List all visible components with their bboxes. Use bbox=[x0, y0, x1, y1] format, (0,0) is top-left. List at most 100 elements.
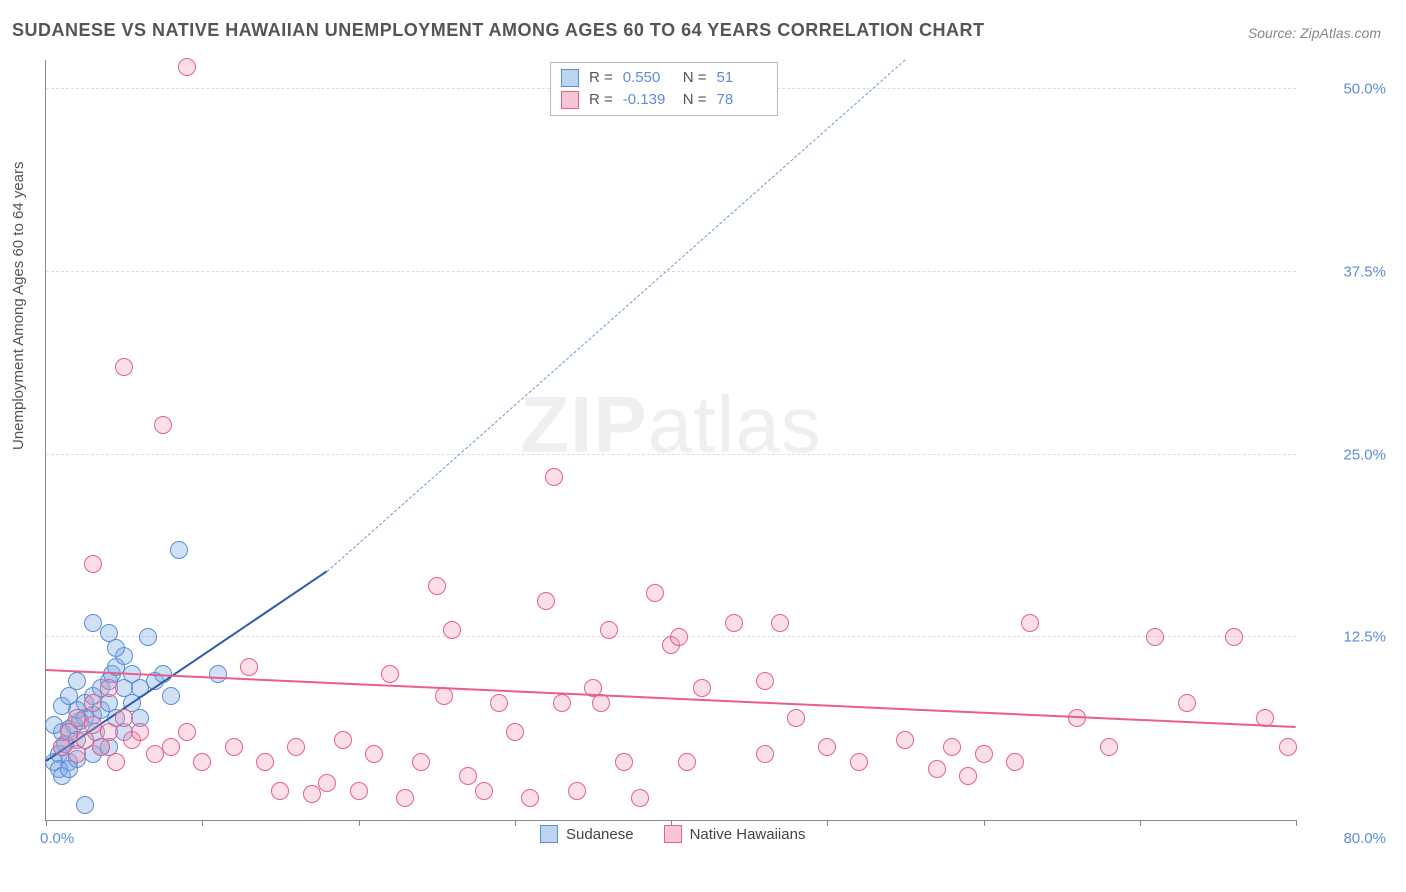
n-value-hawaiian: 78 bbox=[717, 89, 767, 111]
legend-label-hawaiian: Native Hawaiians bbox=[690, 826, 806, 843]
data-point bbox=[131, 723, 149, 741]
legend-label-sudanese: Sudanese bbox=[566, 826, 634, 843]
data-point bbox=[84, 555, 102, 573]
y-tick-label: 37.5% bbox=[1343, 263, 1386, 280]
data-point bbox=[162, 687, 180, 705]
data-point bbox=[68, 672, 86, 690]
data-point bbox=[818, 738, 836, 756]
x-tick-mark bbox=[46, 820, 47, 826]
data-point bbox=[443, 621, 461, 639]
data-point bbox=[615, 753, 633, 771]
data-point bbox=[771, 614, 789, 632]
n-value-sudanese: 51 bbox=[717, 67, 767, 89]
data-point bbox=[756, 745, 774, 763]
data-point bbox=[490, 694, 508, 712]
data-point bbox=[1021, 614, 1039, 632]
data-point bbox=[975, 745, 993, 763]
data-point bbox=[100, 723, 118, 741]
y-tick-label: 25.0% bbox=[1343, 446, 1386, 463]
data-point bbox=[154, 416, 172, 434]
data-point bbox=[162, 738, 180, 756]
gridline bbox=[46, 271, 1296, 272]
data-point bbox=[287, 738, 305, 756]
source-label: Source: ZipAtlas.com bbox=[1248, 25, 1381, 41]
data-point bbox=[303, 785, 321, 803]
stats-legend-box: R = 0.550 N = 51 R = -0.139 N = 78 bbox=[550, 62, 778, 116]
legend-swatch-sudanese bbox=[540, 825, 558, 843]
data-point bbox=[1279, 738, 1297, 756]
x-tick-mark bbox=[515, 820, 516, 826]
y-tick-label: 12.5% bbox=[1343, 629, 1386, 646]
data-point bbox=[670, 628, 688, 646]
data-point bbox=[107, 639, 125, 657]
data-point bbox=[271, 782, 289, 800]
plot-area: ZIPatlas bbox=[45, 60, 1296, 821]
data-point bbox=[350, 782, 368, 800]
x-tick-max: 80.0% bbox=[1343, 830, 1386, 847]
data-point bbox=[1100, 738, 1118, 756]
data-point bbox=[537, 592, 555, 610]
x-tick-min: 0.0% bbox=[40, 830, 74, 847]
data-point bbox=[756, 672, 774, 690]
data-point bbox=[787, 709, 805, 727]
data-point bbox=[568, 782, 586, 800]
data-point bbox=[928, 760, 946, 778]
data-point bbox=[1178, 694, 1196, 712]
y-axis-label: Unemployment Among Ages 60 to 64 years bbox=[10, 161, 27, 450]
data-point bbox=[318, 774, 336, 792]
data-point bbox=[100, 679, 118, 697]
data-point bbox=[256, 753, 274, 771]
swatch-hawaiian bbox=[561, 91, 579, 109]
x-tick-mark bbox=[827, 820, 828, 826]
data-point bbox=[170, 541, 188, 559]
swatch-sudanese bbox=[561, 69, 579, 87]
data-point bbox=[1146, 628, 1164, 646]
legend-item-hawaiian: Native Hawaiians bbox=[664, 825, 806, 843]
data-point bbox=[225, 738, 243, 756]
data-point bbox=[209, 665, 227, 683]
data-point bbox=[600, 621, 618, 639]
data-point bbox=[545, 468, 563, 486]
data-point bbox=[107, 753, 125, 771]
data-point bbox=[84, 694, 102, 712]
data-point bbox=[76, 796, 94, 814]
x-tick-mark bbox=[359, 820, 360, 826]
legend-swatch-hawaiian bbox=[664, 825, 682, 843]
x-tick-mark bbox=[202, 820, 203, 826]
data-point bbox=[412, 753, 430, 771]
data-point bbox=[725, 614, 743, 632]
data-point bbox=[646, 584, 664, 602]
data-point bbox=[553, 694, 571, 712]
stats-row-sudanese: R = 0.550 N = 51 bbox=[561, 67, 767, 89]
data-point bbox=[240, 658, 258, 676]
data-point bbox=[178, 58, 196, 76]
data-point bbox=[428, 577, 446, 595]
data-point bbox=[1006, 753, 1024, 771]
data-point bbox=[850, 753, 868, 771]
y-tick-label: 50.0% bbox=[1343, 81, 1386, 98]
data-point bbox=[365, 745, 383, 763]
x-tick-mark bbox=[984, 820, 985, 826]
data-point bbox=[381, 665, 399, 683]
data-point bbox=[506, 723, 524, 741]
x-tick-mark bbox=[1296, 820, 1297, 826]
data-point bbox=[1225, 628, 1243, 646]
data-point bbox=[396, 789, 414, 807]
data-point bbox=[115, 358, 133, 376]
data-point bbox=[193, 753, 211, 771]
legend-item-sudanese: Sudanese bbox=[540, 825, 634, 843]
chart-container: SUDANESE VS NATIVE HAWAIIAN UNEMPLOYMENT… bbox=[0, 0, 1406, 892]
data-point bbox=[943, 738, 961, 756]
r-value-hawaiian: -0.139 bbox=[623, 89, 673, 111]
watermark: ZIPatlas bbox=[520, 379, 821, 471]
data-point bbox=[678, 753, 696, 771]
data-point bbox=[592, 694, 610, 712]
data-point bbox=[959, 767, 977, 785]
data-point bbox=[459, 767, 477, 785]
gridline bbox=[46, 454, 1296, 455]
data-point bbox=[631, 789, 649, 807]
trend-line bbox=[46, 669, 1296, 728]
data-point bbox=[521, 789, 539, 807]
data-point bbox=[178, 723, 196, 741]
data-point bbox=[693, 679, 711, 697]
